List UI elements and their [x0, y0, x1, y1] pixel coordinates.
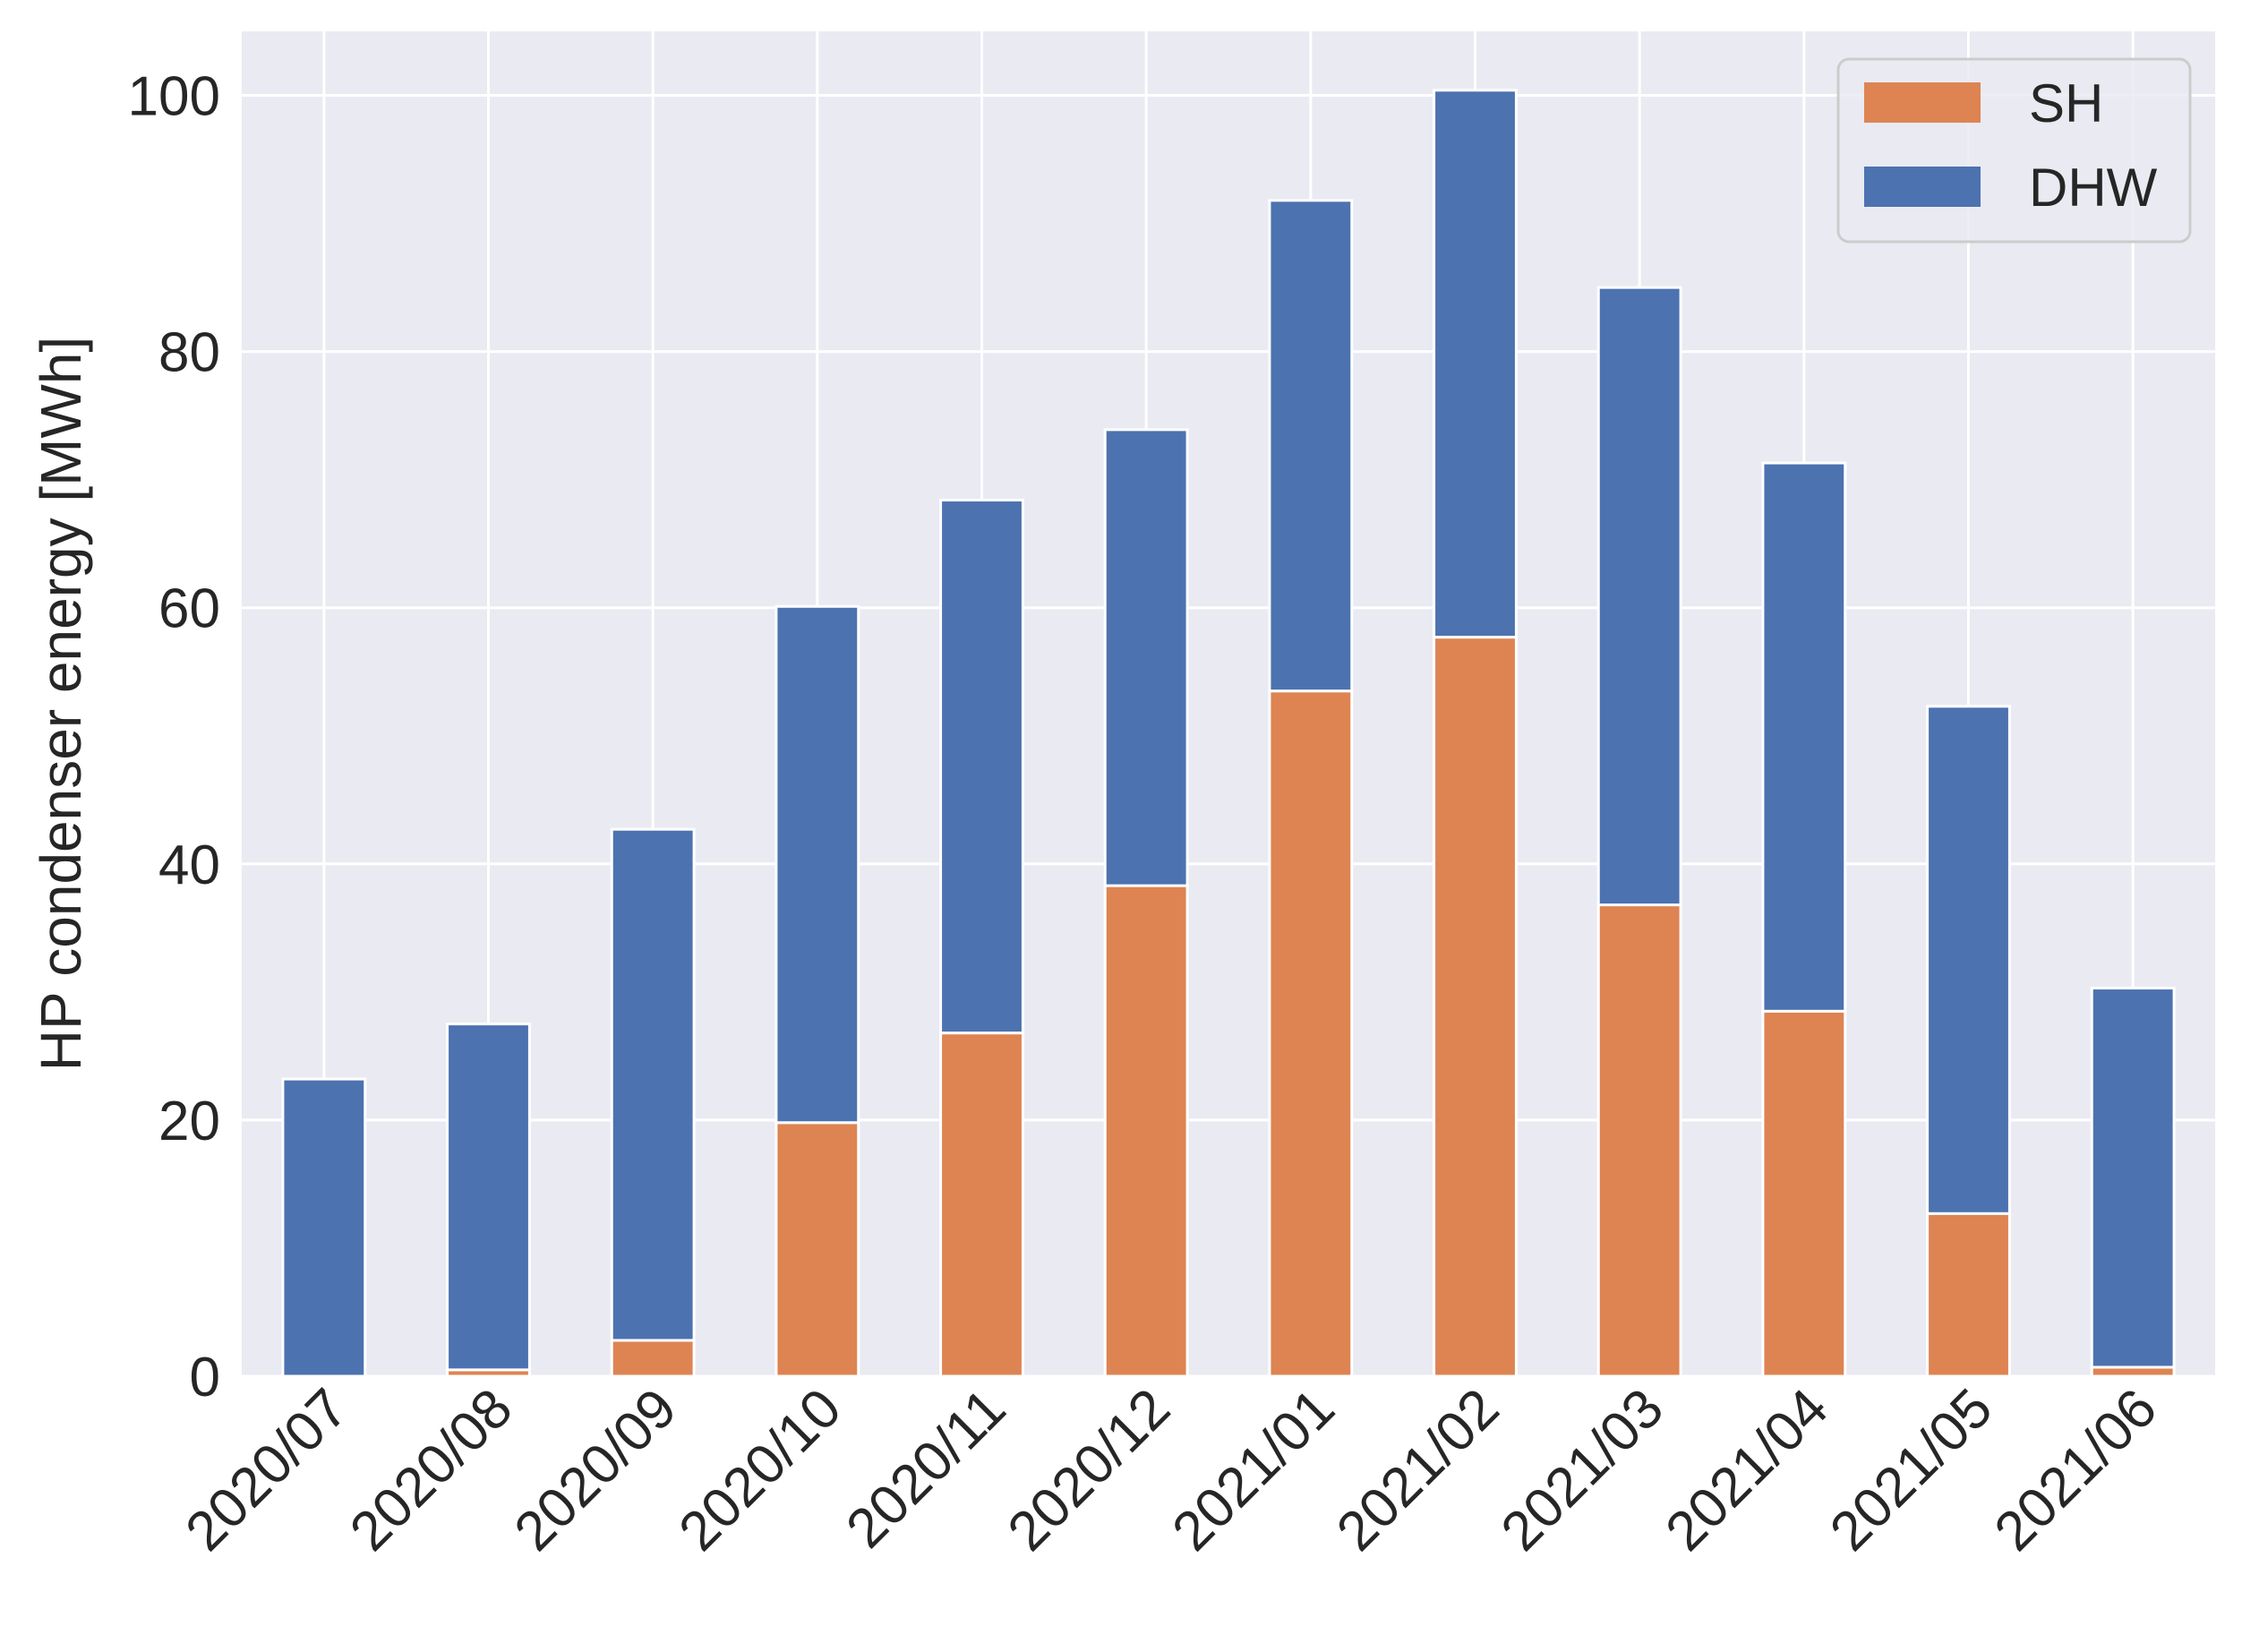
y-tick-label: 0 — [190, 1347, 220, 1408]
bar-dhw-2020-08 — [446, 1023, 531, 1372]
y-tick-label: 20 — [158, 1091, 220, 1152]
bar-sh-2021-03 — [1596, 903, 1682, 1378]
bar-dhw-2020-07 — [281, 1077, 367, 1378]
bar-dhw-2021-01 — [1268, 199, 1354, 693]
x-tick-label: 2020/09 — [503, 1377, 689, 1562]
x-tick-label: 2021/02 — [1325, 1377, 1510, 1562]
bar-dhw-2021-03 — [1596, 286, 1682, 907]
legend: SH DHW — [1836, 57, 2192, 244]
bar-sh-2020-11 — [939, 1031, 1024, 1378]
x-tick-label: 2020/11 — [834, 1377, 1017, 1560]
legend-label-dhw: DHW — [2029, 158, 2158, 218]
legend-swatch-dhw — [1864, 167, 1981, 207]
x-tick-label: 2021/06 — [1983, 1377, 2169, 1562]
bar-sh-2021-01 — [1268, 689, 1354, 1378]
bar-dhw-2020-10 — [774, 604, 860, 1125]
y-tick-label: 60 — [158, 578, 220, 640]
y-tick-label: 40 — [158, 835, 220, 896]
x-tick-label: 2020/08 — [338, 1377, 524, 1562]
x-axis-ticks: 2020/072020/082020/092020/102020/112020/… — [174, 1377, 2169, 1562]
x-tick-label: 2021/01 — [1160, 1377, 1346, 1562]
bars — [281, 89, 2176, 1378]
y-tick-label: 80 — [158, 322, 220, 384]
bar-sh-2020-12 — [1103, 884, 1189, 1378]
bar-sh-2021-06 — [2090, 1365, 2176, 1378]
x-tick-label: 2020/10 — [667, 1377, 852, 1562]
bar-sh-2021-04 — [1761, 1009, 1847, 1378]
bar-dhw-2021-06 — [2090, 987, 2176, 1369]
x-tick-label: 2021/05 — [1818, 1377, 2004, 1562]
bar-dhw-2020-11 — [939, 499, 1024, 1035]
bar-dhw-2021-04 — [1761, 461, 1847, 1013]
bar-sh-2021-02 — [1433, 636, 1518, 1378]
bar-sh-2020-10 — [774, 1121, 860, 1378]
plot-area — [242, 31, 2215, 1376]
bar-sh-2021-05 — [1926, 1211, 2011, 1378]
bar-dhw-2020-09 — [610, 827, 696, 1342]
y-axis-ticks: 0 20 40 60 80 100 — [128, 66, 220, 1408]
legend-swatch-sh — [1864, 82, 1981, 123]
y-axis-title: HP condenser energy [MWh] — [29, 337, 93, 1072]
x-tick-label: 2021/03 — [1490, 1377, 1675, 1562]
x-tick-label: 2021/04 — [1654, 1377, 1839, 1562]
x-tick-label: 2020/12 — [997, 1377, 1182, 1562]
bar-dhw-2021-05 — [1926, 705, 2011, 1215]
bar-sh-2020-09 — [610, 1339, 696, 1378]
y-tick-label: 100 — [128, 66, 220, 128]
bar-dhw-2021-02 — [1433, 89, 1518, 639]
legend-label-sh: SH — [2029, 73, 2103, 133]
bar-dhw-2020-12 — [1103, 428, 1189, 887]
